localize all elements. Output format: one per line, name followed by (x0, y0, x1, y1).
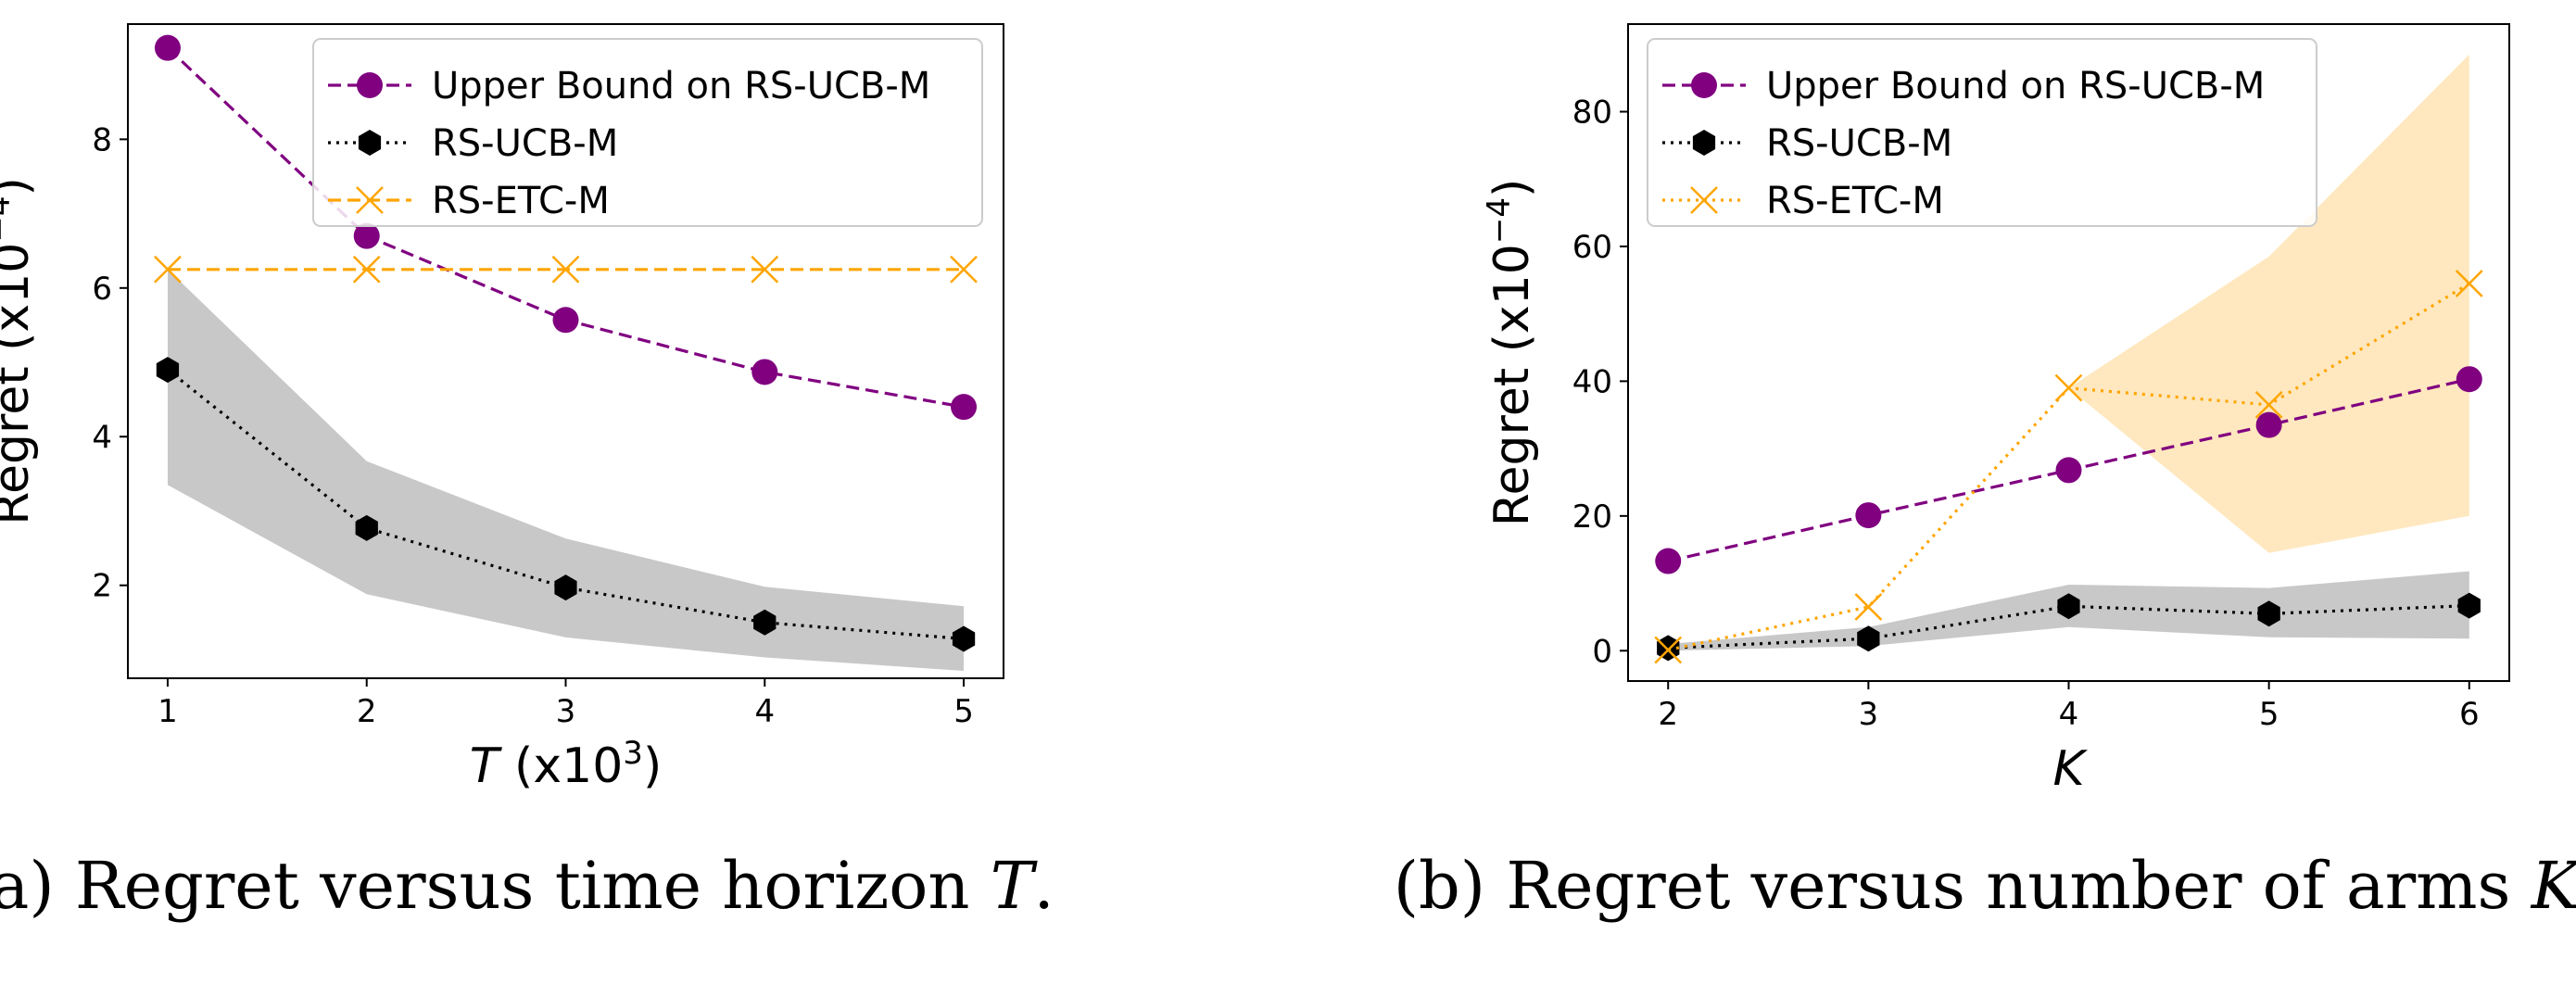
y-tick-label: 60 (1572, 229, 1612, 266)
point-etc (2455, 270, 2483, 297)
legend-marker-upper (1691, 72, 1717, 98)
chart-a: 1 2 3 4 5 2 4 6 8 T (x103) Regret (x10−4) Upper Bou… (0, 23, 1004, 794)
x-tick-label: 2 (1658, 696, 1678, 733)
point-etc (2054, 373, 2083, 402)
caption-b: (b) Regret versus number of arms K. (1394, 848, 2576, 924)
point-upper (2055, 457, 2082, 484)
series-line-ucb (167, 368, 965, 641)
point-etc (950, 255, 978, 284)
legend-label: Upper Bound on RS-UCB-M (432, 65, 930, 107)
point-upper (353, 222, 380, 249)
point-etc (2254, 390, 2283, 419)
point-etc (352, 255, 381, 284)
y-tick-label: 6 (92, 271, 112, 308)
legend-label: RS-ETC-M (1766, 180, 1944, 222)
y-axis-label: Regret (x10−4) (0, 177, 40, 525)
point-ucb (2257, 600, 2280, 627)
x-axis-label: K (2052, 741, 2088, 797)
series-line-ucb (1668, 604, 2469, 650)
x-tick-label: 4 (2059, 696, 2079, 733)
y-tick-label: 20 (1572, 498, 1612, 536)
x-axis-label: T (x103) (470, 735, 662, 794)
point-ucb (554, 574, 577, 601)
point-ucb (753, 609, 777, 636)
caption-a: (a) Regret versus time horizon T. (0, 848, 1054, 924)
point-upper (2456, 366, 2482, 393)
legend-marker-etc (356, 186, 384, 214)
point-etc (1854, 593, 1883, 621)
point-ucb (156, 357, 180, 384)
y-tick-label: 4 (92, 419, 112, 456)
legend-label: Upper Bound on RS-UCB-M (1766, 65, 2265, 107)
band-etc (2068, 54, 2469, 553)
point-ucb (355, 514, 378, 541)
point-upper (1855, 502, 1882, 529)
x-tick-label: 5 (953, 693, 974, 730)
x-tick-label: 6 (2459, 696, 2480, 733)
y-tick-label: 80 (1572, 95, 1612, 132)
legend-marker-ucb (358, 130, 382, 156)
legend-box (312, 38, 983, 227)
point-ucb (2057, 593, 2080, 620)
x-tick-label: 1 (158, 693, 178, 730)
x-tick-label: 3 (556, 693, 576, 730)
point-etc (551, 255, 580, 284)
x-tick-label: 3 (1859, 696, 1879, 733)
point-upper (2255, 411, 2282, 438)
x-tick-label: 2 (357, 693, 377, 730)
point-etc (154, 255, 182, 284)
legend-label: RS-ETC-M (432, 180, 610, 222)
point-upper (154, 34, 181, 61)
y-axis-label: Regret (x10−4) (1481, 179, 1540, 527)
point-upper (1655, 548, 1682, 574)
x-tick-label: 4 (754, 693, 775, 730)
point-ucb (2457, 592, 2481, 619)
legend-label: RS-UCB-M (432, 122, 618, 165)
legend-box (1647, 38, 2317, 227)
point-upper (751, 359, 778, 385)
point-upper (552, 307, 579, 334)
x-tick-label: 5 (2259, 696, 2279, 733)
point-upper (951, 394, 978, 421)
point-etc (1654, 636, 1683, 664)
y-tick-label: 40 (1572, 363, 1612, 400)
point-ucb (952, 625, 976, 652)
band-ucb (168, 269, 964, 671)
legend-marker-etc (1690, 186, 1718, 214)
legend-label: RS-UCB-M (1766, 122, 1952, 165)
point-ucb (1857, 625, 1880, 652)
y-tick-label: 8 (92, 121, 112, 158)
legend-marker-upper (357, 72, 383, 98)
y-tick-label: 2 (92, 568, 112, 605)
point-etc (751, 255, 779, 284)
legend-marker-ucb (1692, 130, 1716, 156)
y-tick-label: 0 (1592, 633, 1612, 670)
